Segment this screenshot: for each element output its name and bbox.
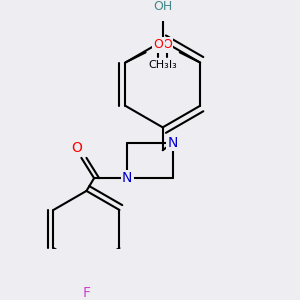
Text: O: O	[71, 141, 82, 155]
Text: O: O	[153, 38, 163, 51]
Text: OH: OH	[153, 0, 172, 13]
Text: N: N	[122, 171, 132, 185]
Text: F: F	[82, 286, 91, 300]
Text: O: O	[162, 38, 172, 51]
Text: N: N	[168, 136, 178, 150]
Text: CH₃: CH₃	[157, 60, 178, 70]
Text: CH₃: CH₃	[148, 60, 169, 70]
